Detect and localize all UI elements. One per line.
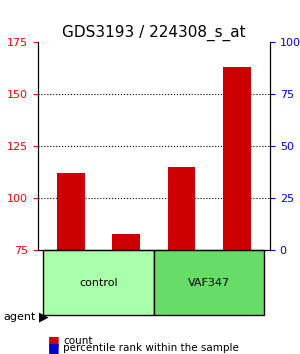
Title: GDS3193 / 224308_s_at: GDS3193 / 224308_s_at	[62, 25, 246, 41]
Text: count: count	[63, 336, 92, 346]
Text: percentile rank within the sample: percentile rank within the sample	[63, 343, 239, 353]
Bar	[223, 67, 250, 250]
Bar	[57, 173, 85, 250]
Text: control: control	[79, 278, 118, 287]
FancyBboxPatch shape	[43, 250, 154, 315]
Text: ■: ■	[48, 334, 60, 347]
Bar	[168, 167, 195, 250]
Text: VAF347: VAF347	[188, 278, 230, 287]
Text: ■: ■	[48, 341, 60, 354]
Text: ▶: ▶	[39, 310, 49, 323]
Bar	[112, 234, 140, 250]
Text: agent: agent	[3, 312, 35, 322]
FancyBboxPatch shape	[154, 250, 265, 315]
